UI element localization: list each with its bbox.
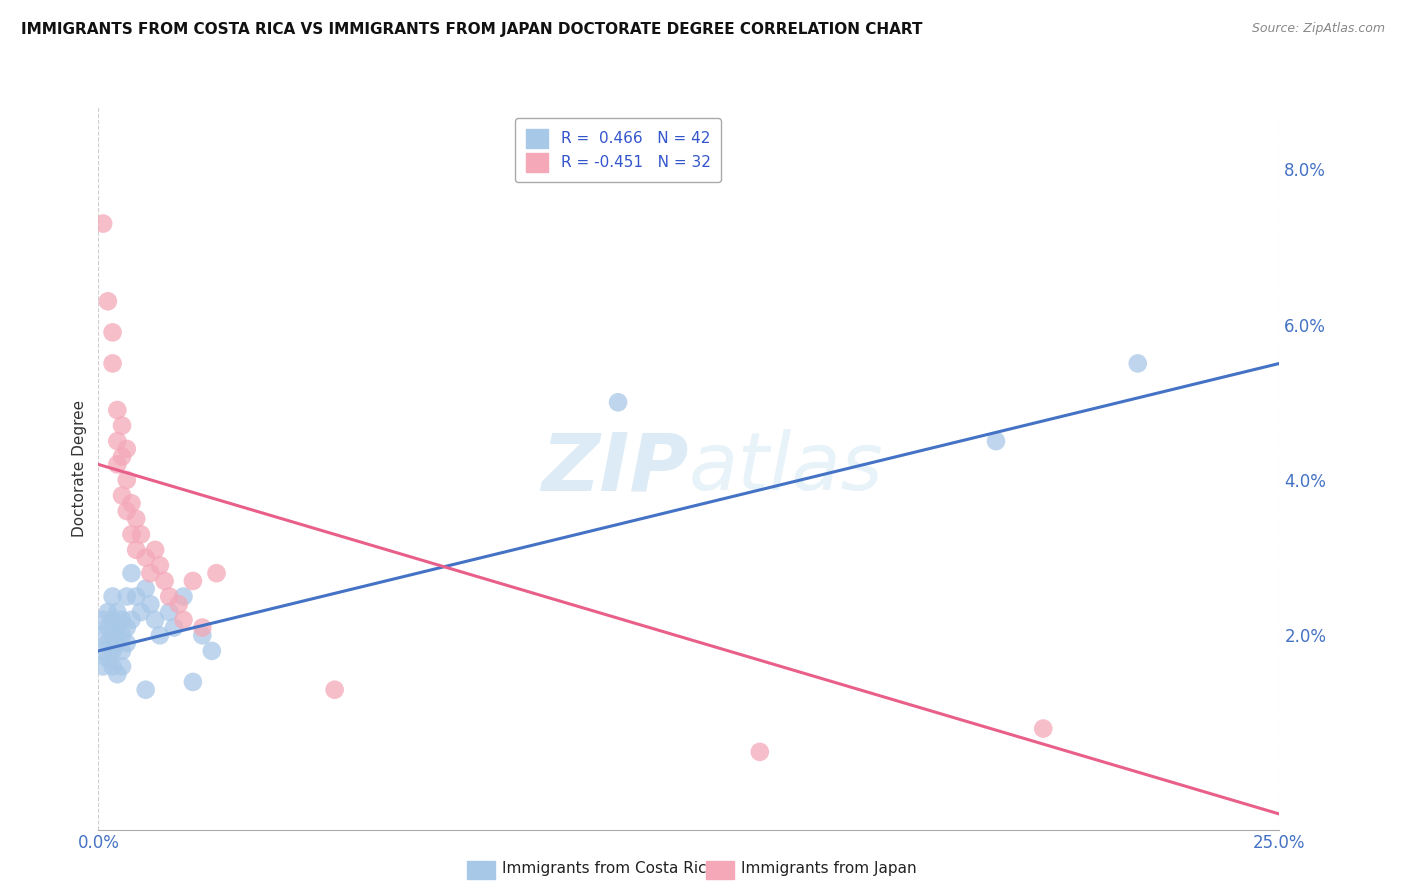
Point — [97, 636, 120, 650]
Point — [135, 682, 157, 697]
Point — [205, 566, 228, 581]
Point — [143, 613, 166, 627]
Point — [105, 605, 128, 619]
Point — [125, 512, 148, 526]
Point — [105, 458, 128, 472]
Text: atlas: atlas — [689, 429, 884, 508]
Point — [748, 745, 770, 759]
Point — [101, 659, 124, 673]
Point — [121, 527, 143, 541]
Point — [984, 434, 1007, 449]
Y-axis label: Doctorate Degree: Doctorate Degree — [72, 400, 87, 537]
Point — [111, 613, 134, 627]
Point — [139, 566, 162, 581]
Point — [105, 434, 128, 449]
Text: Immigrants from Japan: Immigrants from Japan — [741, 862, 917, 876]
Point — [181, 675, 204, 690]
Point — [101, 628, 124, 642]
Point — [111, 628, 134, 642]
Point — [129, 605, 152, 619]
Point — [101, 356, 124, 370]
Point — [97, 621, 120, 635]
Point — [167, 597, 190, 611]
Point — [121, 613, 143, 627]
Point — [135, 582, 157, 596]
Text: IMMIGRANTS FROM COSTA RICA VS IMMIGRANTS FROM JAPAN DOCTORATE DEGREE CORRELATION: IMMIGRANTS FROM COSTA RICA VS IMMIGRANTS… — [21, 22, 922, 37]
Point — [201, 644, 224, 658]
Point — [1032, 722, 1054, 736]
Point — [157, 590, 180, 604]
Point — [101, 613, 124, 627]
Point — [111, 418, 134, 433]
Point — [111, 488, 134, 502]
Text: Immigrants from Costa Rica: Immigrants from Costa Rica — [502, 862, 716, 876]
Point — [105, 636, 128, 650]
Point — [135, 550, 157, 565]
Point — [115, 504, 138, 518]
Point — [191, 621, 214, 635]
Point — [191, 628, 214, 642]
Text: ZIP: ZIP — [541, 429, 689, 508]
Point — [91, 217, 114, 231]
Point — [125, 542, 148, 557]
Legend: R =  0.466   N = 42, R = -0.451   N = 32: R = 0.466 N = 42, R = -0.451 N = 32 — [515, 119, 721, 182]
Point — [115, 590, 138, 604]
Point — [97, 294, 120, 309]
Point — [125, 590, 148, 604]
Point — [149, 628, 172, 642]
Point — [111, 450, 134, 464]
Point — [101, 326, 124, 340]
Point — [111, 644, 134, 658]
Point — [91, 628, 114, 642]
Point — [111, 659, 134, 673]
Point — [323, 682, 346, 697]
Point — [101, 590, 124, 604]
Point — [97, 651, 120, 665]
Point — [115, 473, 138, 487]
Point — [91, 644, 114, 658]
Point — [139, 597, 162, 611]
Text: Source: ZipAtlas.com: Source: ZipAtlas.com — [1251, 22, 1385, 36]
Point — [172, 613, 194, 627]
Point — [97, 605, 120, 619]
Point — [91, 613, 114, 627]
Point — [163, 621, 186, 635]
Point — [153, 574, 176, 588]
Point — [115, 636, 138, 650]
Point — [105, 667, 128, 681]
Point — [121, 566, 143, 581]
Point — [101, 644, 124, 658]
Point — [115, 621, 138, 635]
Point — [105, 621, 128, 635]
Point — [172, 590, 194, 604]
Point — [607, 395, 630, 409]
Point — [143, 542, 166, 557]
Point — [121, 496, 143, 510]
Point — [157, 605, 180, 619]
Point — [181, 574, 204, 588]
Point — [115, 442, 138, 456]
Point — [91, 659, 114, 673]
Point — [129, 527, 152, 541]
Point — [149, 558, 172, 573]
Point — [105, 403, 128, 417]
Point — [1126, 356, 1149, 370]
